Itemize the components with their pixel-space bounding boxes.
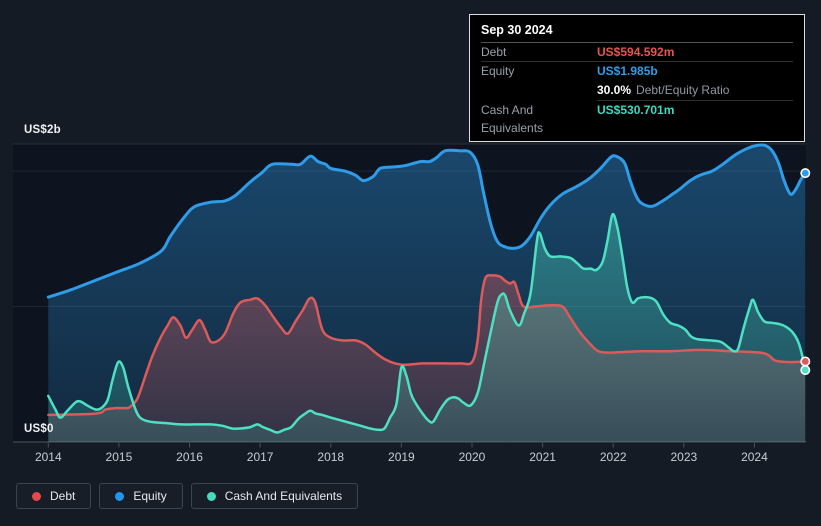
tooltip: Sep 30 2024 Debt US$594.592m Equity US$1…: [469, 14, 805, 142]
tooltip-row-equity: Equity US$1.985b: [481, 62, 793, 80]
tooltip-equity-label: Equity: [481, 64, 515, 78]
tooltip-row-ratio: 30.0% Debt/Equity Ratio: [597, 80, 793, 101]
x-axis-label: 2023: [670, 450, 698, 464]
x-axis-label: 2016: [176, 450, 203, 464]
tooltip-ratio-label: Debt/Equity Ratio: [636, 83, 730, 97]
x-axis-label: 2019: [388, 450, 415, 464]
x-axis-label: 2021: [529, 450, 556, 464]
tooltip-equity-value: US$1.985b: [597, 64, 658, 78]
x-axis-label: 2018: [317, 450, 345, 464]
legend-item-debt[interactable]: Debt: [16, 483, 92, 509]
x-axis-label: 2020: [458, 450, 486, 464]
tooltip-ratio-value: 30.0%: [597, 83, 632, 97]
x-axis-label: 2022: [599, 450, 627, 464]
legend-item-cash[interactable]: Cash And Equivalents: [190, 483, 359, 509]
legend-item-equity[interactable]: Equity: [99, 483, 183, 509]
tooltip-cash-label: Cash And Equivalents: [481, 103, 544, 135]
tooltip-row-debt: Debt US$594.592m: [481, 43, 793, 62]
legend-debt-label: Debt: [50, 489, 76, 503]
y-axis-label-0: US$0: [24, 423, 54, 435]
equity-series-dot-icon: [115, 491, 125, 501]
x-axis-label: 2014: [34, 450, 62, 464]
tooltip-row-cash: Cash And Equivalents US$530.701m: [481, 101, 793, 137]
debt-series-dot-icon: [32, 491, 41, 501]
tooltip-cash-value: US$530.701m: [597, 103, 675, 117]
y-axis-label-2b: US$2b: [24, 124, 61, 136]
legend: Debt Equity Cash And Equivalents: [16, 483, 359, 509]
legend-equity-label: Equity: [133, 489, 167, 503]
legend-cash-label: Cash And Equivalents: [224, 489, 343, 503]
tooltip-date: Sep 30 2024: [481, 19, 793, 43]
tooltip-debt-value: US$594.592m: [597, 45, 675, 59]
debt-equity-cash-chart[interactable]: [0, 0, 821, 470]
x-axis-label: 2015: [105, 450, 133, 464]
tooltip-debt-label: Debt: [481, 45, 507, 59]
x-axis-label: 2024: [741, 450, 768, 464]
x-axis-label: 2017: [246, 450, 274, 464]
cash-series-dot-icon: [206, 491, 216, 501]
